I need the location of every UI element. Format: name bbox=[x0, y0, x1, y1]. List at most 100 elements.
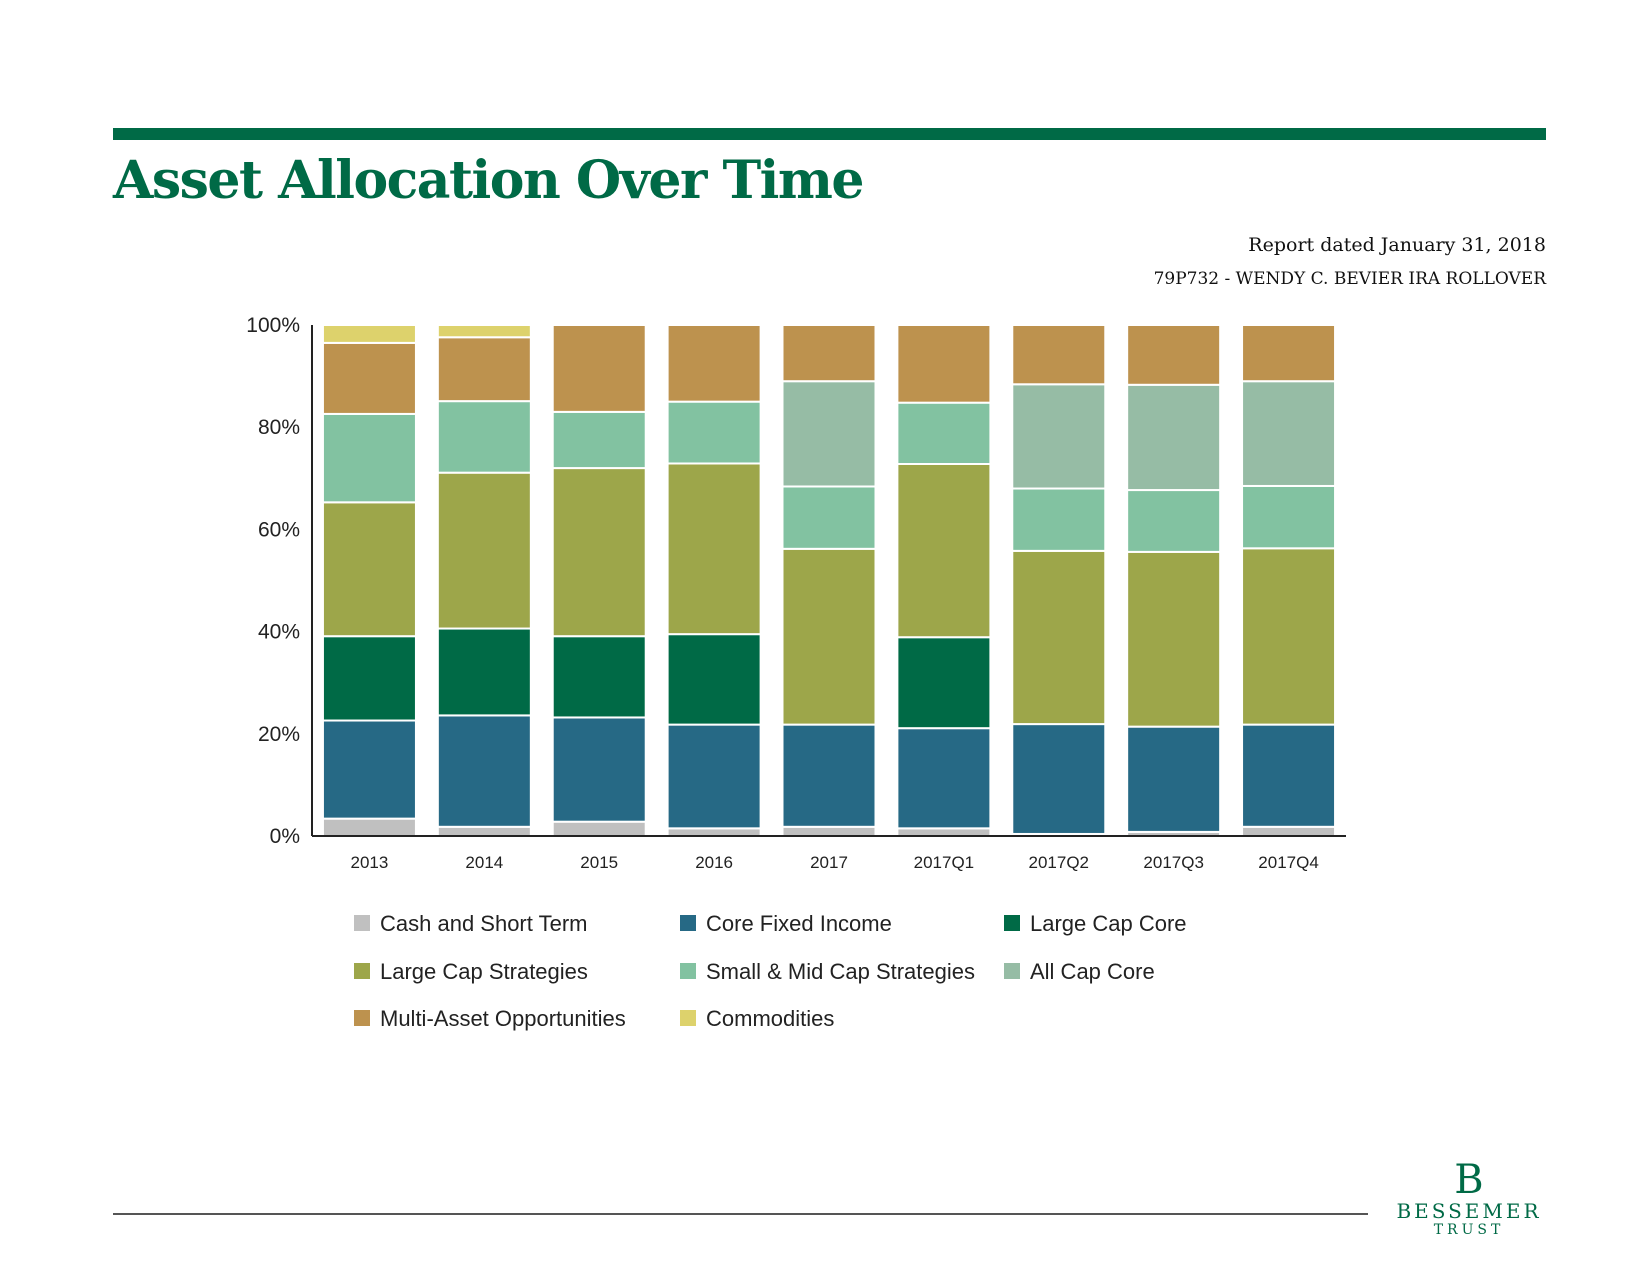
bar-segment bbox=[436, 400, 532, 474]
legend: Cash and Short Term Core Fixed Income Larg… bbox=[354, 911, 1187, 1031]
legend-swatch bbox=[680, 1010, 696, 1026]
legend-swatch bbox=[680, 915, 696, 931]
bottom-rule bbox=[113, 1213, 1368, 1215]
legend-item: Core Fixed Income bbox=[680, 911, 892, 936]
bar-segment bbox=[551, 324, 647, 413]
bar-segment bbox=[1011, 487, 1107, 552]
legend-item: Multi-Asset Opportunities bbox=[354, 1006, 626, 1031]
bar-stack bbox=[321, 324, 417, 837]
bar-segment bbox=[436, 336, 532, 403]
legend-item: All Cap Core bbox=[1004, 959, 1155, 984]
bar-segment bbox=[1011, 324, 1107, 386]
bar-segment bbox=[1241, 723, 1337, 828]
legend-label: Commodities bbox=[706, 1006, 834, 1031]
bar-segment bbox=[896, 462, 992, 639]
bar-segment bbox=[666, 827, 762, 838]
x-tick-label: 2016 bbox=[695, 853, 733, 872]
legend-label: Cash and Short Term bbox=[380, 911, 587, 936]
legend-swatch bbox=[680, 963, 696, 979]
bar-segment bbox=[1126, 725, 1222, 833]
bar-segment bbox=[551, 467, 647, 638]
bar-segment bbox=[321, 324, 417, 344]
bessemer-trust-logo: B BESSEMER TRUST bbox=[1392, 1160, 1546, 1238]
bar-segment bbox=[436, 471, 532, 630]
legend-swatch bbox=[354, 915, 370, 931]
x-tick-label: 2017Q3 bbox=[1143, 853, 1204, 872]
legend-label: Core Fixed Income bbox=[706, 911, 892, 936]
bar-segment bbox=[1241, 324, 1337, 383]
bar-stack bbox=[666, 324, 762, 838]
bar-segment bbox=[666, 723, 762, 830]
bar-segment bbox=[551, 716, 647, 823]
bar-segment bbox=[436, 324, 532, 339]
legend-swatch bbox=[354, 963, 370, 979]
top-rule bbox=[113, 128, 1546, 140]
bar-stack bbox=[1011, 324, 1107, 837]
y-axis-ticks: 0% 20% 40% 60% 80% 100% bbox=[246, 314, 300, 848]
bar-segment bbox=[1241, 825, 1337, 838]
bar-segment bbox=[1126, 489, 1222, 553]
bar-segment bbox=[1241, 547, 1337, 726]
legend-label: Small & Mid Cap Strategies bbox=[706, 959, 975, 984]
stacked-bar-chart: 0%20%40%60%80%100% 2013 2014 2015 2016 2017 2… bbox=[246, 314, 1346, 1031]
legend-item: Small & Mid Cap Strategies bbox=[680, 959, 975, 984]
bar-segment bbox=[781, 380, 877, 488]
x-tick-label: 2013 bbox=[351, 853, 389, 872]
bar-segment bbox=[1126, 550, 1222, 728]
bar-segment bbox=[781, 485, 877, 550]
bar-segment bbox=[321, 501, 417, 638]
y-tick-label: 40% bbox=[258, 621, 300, 644]
bar-segment bbox=[896, 727, 992, 830]
bar-segment bbox=[1126, 324, 1222, 386]
bar-segment bbox=[666, 633, 762, 726]
y-tick-label: 20% bbox=[258, 723, 300, 746]
bar-stack bbox=[896, 324, 992, 838]
legend-item: Large Cap Core bbox=[1004, 911, 1187, 936]
bar-segment bbox=[1241, 484, 1337, 550]
bar-stack bbox=[1126, 324, 1222, 837]
bar-segment bbox=[781, 547, 877, 726]
bar-segment bbox=[321, 635, 417, 722]
x-tick-label: 2015 bbox=[580, 853, 618, 872]
bar-segment bbox=[436, 825, 532, 838]
bar-segment bbox=[551, 820, 647, 838]
bar-segment bbox=[1011, 723, 1107, 835]
y-tick-label: 100% bbox=[246, 314, 300, 337]
x-tick-label: 2017Q1 bbox=[914, 853, 975, 872]
y-tick-label: 60% bbox=[258, 518, 300, 541]
report-date: Report dated January 31, 2018 bbox=[1248, 234, 1546, 256]
bar-stack bbox=[1241, 324, 1337, 838]
logo-text-line1: BESSEMER bbox=[1396, 1199, 1542, 1223]
y-tick-label: 80% bbox=[258, 416, 300, 439]
x-tick-label: 2017Q2 bbox=[1029, 853, 1090, 872]
x-axis-labels: 2013 2014 2015 2016 2017 2017Q1 2017Q2 2017Q3 20… bbox=[351, 853, 1319, 872]
legend-item: Cash and Short Term bbox=[354, 911, 587, 936]
legend-swatch bbox=[1004, 915, 1020, 931]
bar-segment bbox=[551, 635, 647, 719]
bar-segment bbox=[436, 627, 532, 717]
bar-segment bbox=[781, 723, 877, 828]
bar-segment bbox=[321, 412, 417, 504]
bar-segment bbox=[321, 341, 417, 415]
bars bbox=[321, 324, 1337, 838]
bar-segment bbox=[896, 636, 992, 730]
bar-segment bbox=[321, 719, 417, 820]
y-tick-label: 0% bbox=[270, 825, 300, 848]
account-name: 79P732 - WENDY C. BEVIER IRA ROLLOVER bbox=[1153, 269, 1546, 289]
bar-segment bbox=[896, 827, 992, 838]
bar-segment bbox=[781, 825, 877, 838]
bar-segment bbox=[666, 400, 762, 465]
bar-stack bbox=[551, 324, 647, 838]
bar-segment bbox=[781, 324, 877, 383]
bar-segment bbox=[1011, 549, 1107, 726]
bar-segment bbox=[1011, 383, 1107, 490]
bar-segment bbox=[896, 401, 992, 465]
bar-segment bbox=[896, 324, 992, 404]
bar-segment bbox=[666, 462, 762, 636]
bar-segment bbox=[436, 714, 532, 828]
legend-label: Multi-Asset Opportunities bbox=[380, 1006, 626, 1031]
bar-segment bbox=[1126, 383, 1222, 492]
bar-segment bbox=[321, 817, 417, 837]
x-tick-label: 2014 bbox=[465, 853, 503, 872]
legend-item: Commodities bbox=[680, 1006, 834, 1031]
